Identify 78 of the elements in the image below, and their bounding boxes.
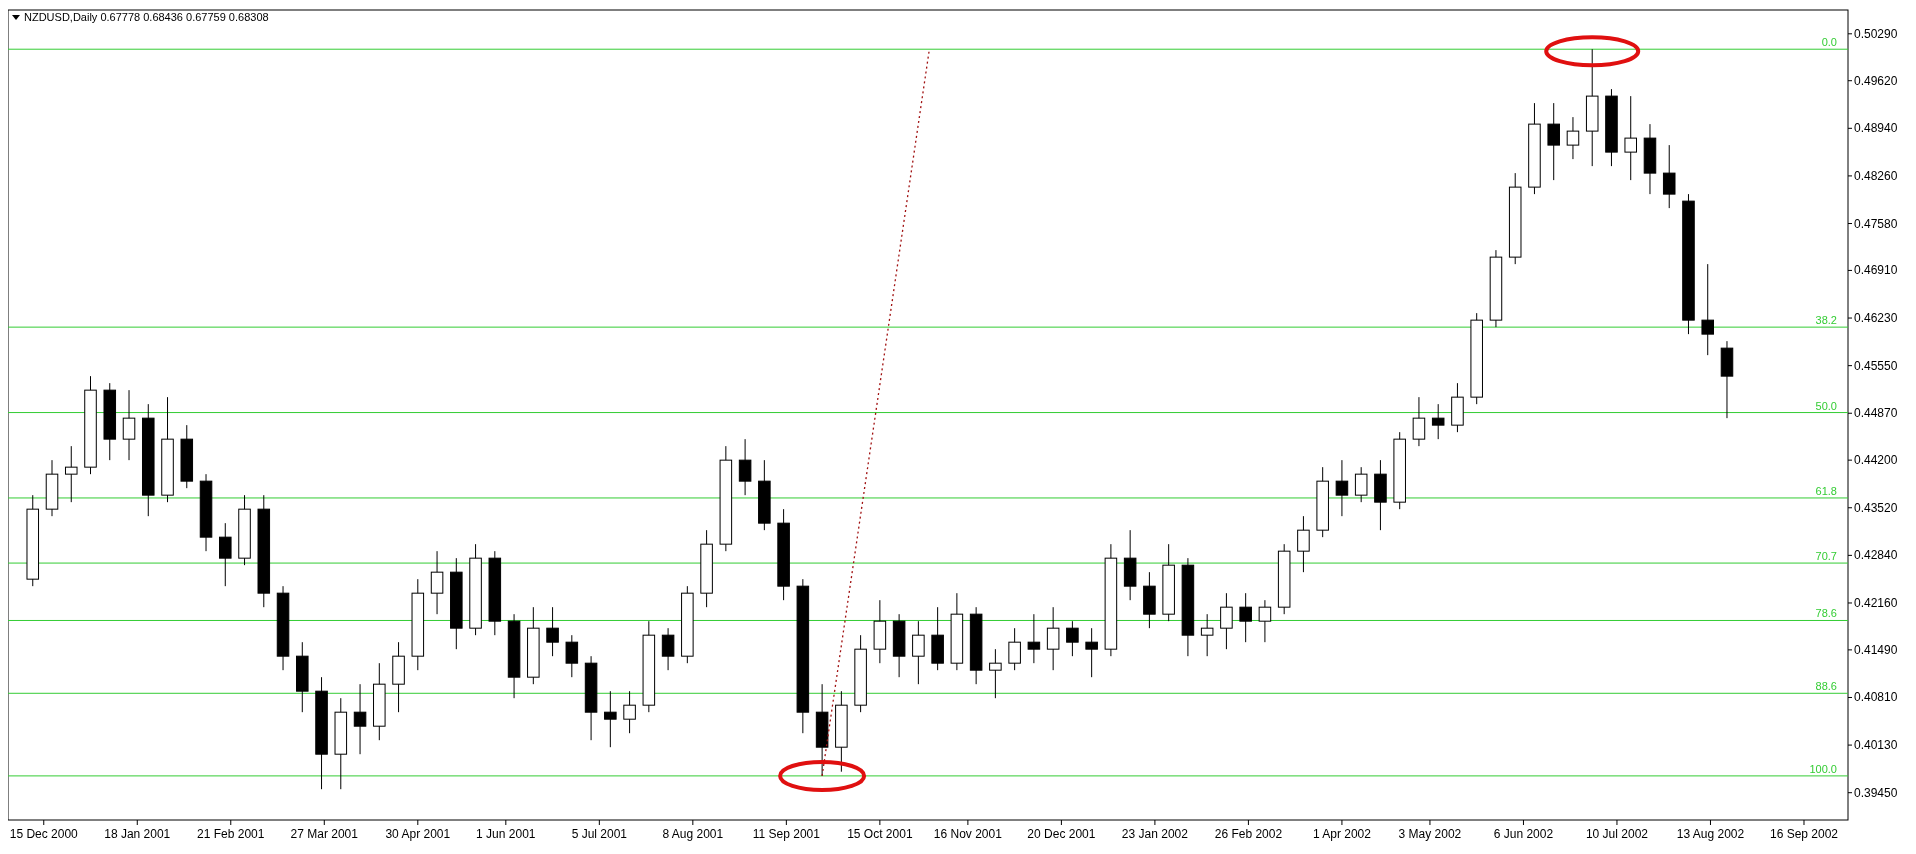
y-tick-label: 0.44870 [1854,406,1898,421]
y-tick-label: 0.48940 [1854,121,1898,136]
y-tick-label: 0.40130 [1854,738,1898,753]
candlestick [1046,606,1060,671]
candlestick [1624,95,1637,181]
x-tick-label: 1 Apr 2002 [1312,827,1372,841]
candlestick [565,634,579,678]
candlestick [1239,592,1252,643]
candlestick [1066,620,1079,657]
x-tick-label: 18 Jan 2001 [104,827,171,841]
candlestick [1701,263,1715,356]
candlestick [989,648,1002,699]
y-tick-label: 0.41490 [1854,642,1898,657]
x-tick-label: 26 Feb 2002 [1214,827,1283,841]
candlestick [1085,627,1098,678]
candlestick [1220,592,1233,650]
candlestick [738,438,752,496]
annotation: 38.2 [1815,314,1837,327]
candlestick [64,445,78,503]
x-tick-label: 15 Dec 2000 [9,827,79,841]
candlestick [623,690,636,734]
annotation: 70.7 [1815,550,1837,563]
x-tick-label: 16 Nov 2001 [933,827,1003,841]
x-tick-label: 15 Oct 2001 [847,827,913,841]
annotation: 0.0 [1821,36,1837,49]
y-tick-label: 0.39450 [1854,785,1898,800]
y-tick-label: 0.42840 [1854,548,1898,563]
x-tick-label: 23 Jan 2002 [1121,827,1189,841]
x-tick-label: 13 Aug 2002 [1676,827,1745,841]
candlestick [122,389,136,461]
x-tick-label: 20 Dec 2001 [1027,827,1096,841]
candlestick [1297,515,1310,573]
x-tick-label: 6 Jun 2002 [1493,827,1554,841]
candlestick [1431,403,1445,440]
candlestick [1354,466,1368,503]
candlestick [1258,599,1272,643]
candlestick [604,690,617,748]
annotation: 61.8 [1815,484,1837,497]
x-tick-label: 27 Mar 2001 [290,827,359,841]
candlestick [1027,613,1041,664]
x-tick-label: 3 May 2002 [1398,827,1462,841]
candlestick [1008,627,1021,671]
y-tick-label: 0.42160 [1854,595,1898,610]
candlestick [912,620,925,685]
x-tick-label: 10 Jul 2002 [1585,827,1649,841]
x-tick-label: 16 Sep 2002 [1769,827,1839,841]
y-tick-label: 0.50290 [1854,26,1898,41]
y-tick-label: 0.45550 [1854,358,1898,373]
candlestick [1547,102,1560,181]
y-tick-label: 0.46230 [1854,311,1898,326]
candlestick [661,627,675,671]
candlestick [1566,116,1580,160]
candlestick [1412,396,1426,447]
y-tick-label: 0.49620 [1854,73,1898,88]
annotation: 88.6 [1815,680,1837,693]
candlestick [353,683,367,755]
x-tick-label: 21 Feb 2001 [197,827,265,841]
y-tick-label: 0.46910 [1854,263,1898,278]
y-tick-label: 0.47580 [1854,216,1898,231]
x-tick-label: 1 Jun 2001 [476,827,536,841]
y-tick-label: 0.43520 [1854,500,1898,515]
annotation: 50.0 [1815,399,1837,412]
y-tick-label: 0.48260 [1854,168,1898,183]
x-tick-label: 11 Sep 2001 [752,827,821,841]
y-tick-label: 0.40810 [1854,690,1898,705]
y-tick-label: 0.44200 [1854,453,1898,468]
candlestick [1335,459,1349,517]
candlestick [1200,613,1214,657]
candlestick [546,606,559,657]
annotation: 100.0 [1809,762,1837,775]
x-tick-label: 5 Jul 2001 [571,827,628,841]
candlestick [219,522,232,587]
annotation: 78.6 [1815,607,1837,620]
candlestick [1662,144,1676,209]
chart-title: NZDUSD,Daily 0.67778 0.68436 0.67759 0.68308 [24,11,269,23]
candlestick [430,550,444,615]
x-tick-label: 8 Aug 2001 [662,827,724,841]
x-tick-label: 30 Apr 2001 [385,827,451,841]
